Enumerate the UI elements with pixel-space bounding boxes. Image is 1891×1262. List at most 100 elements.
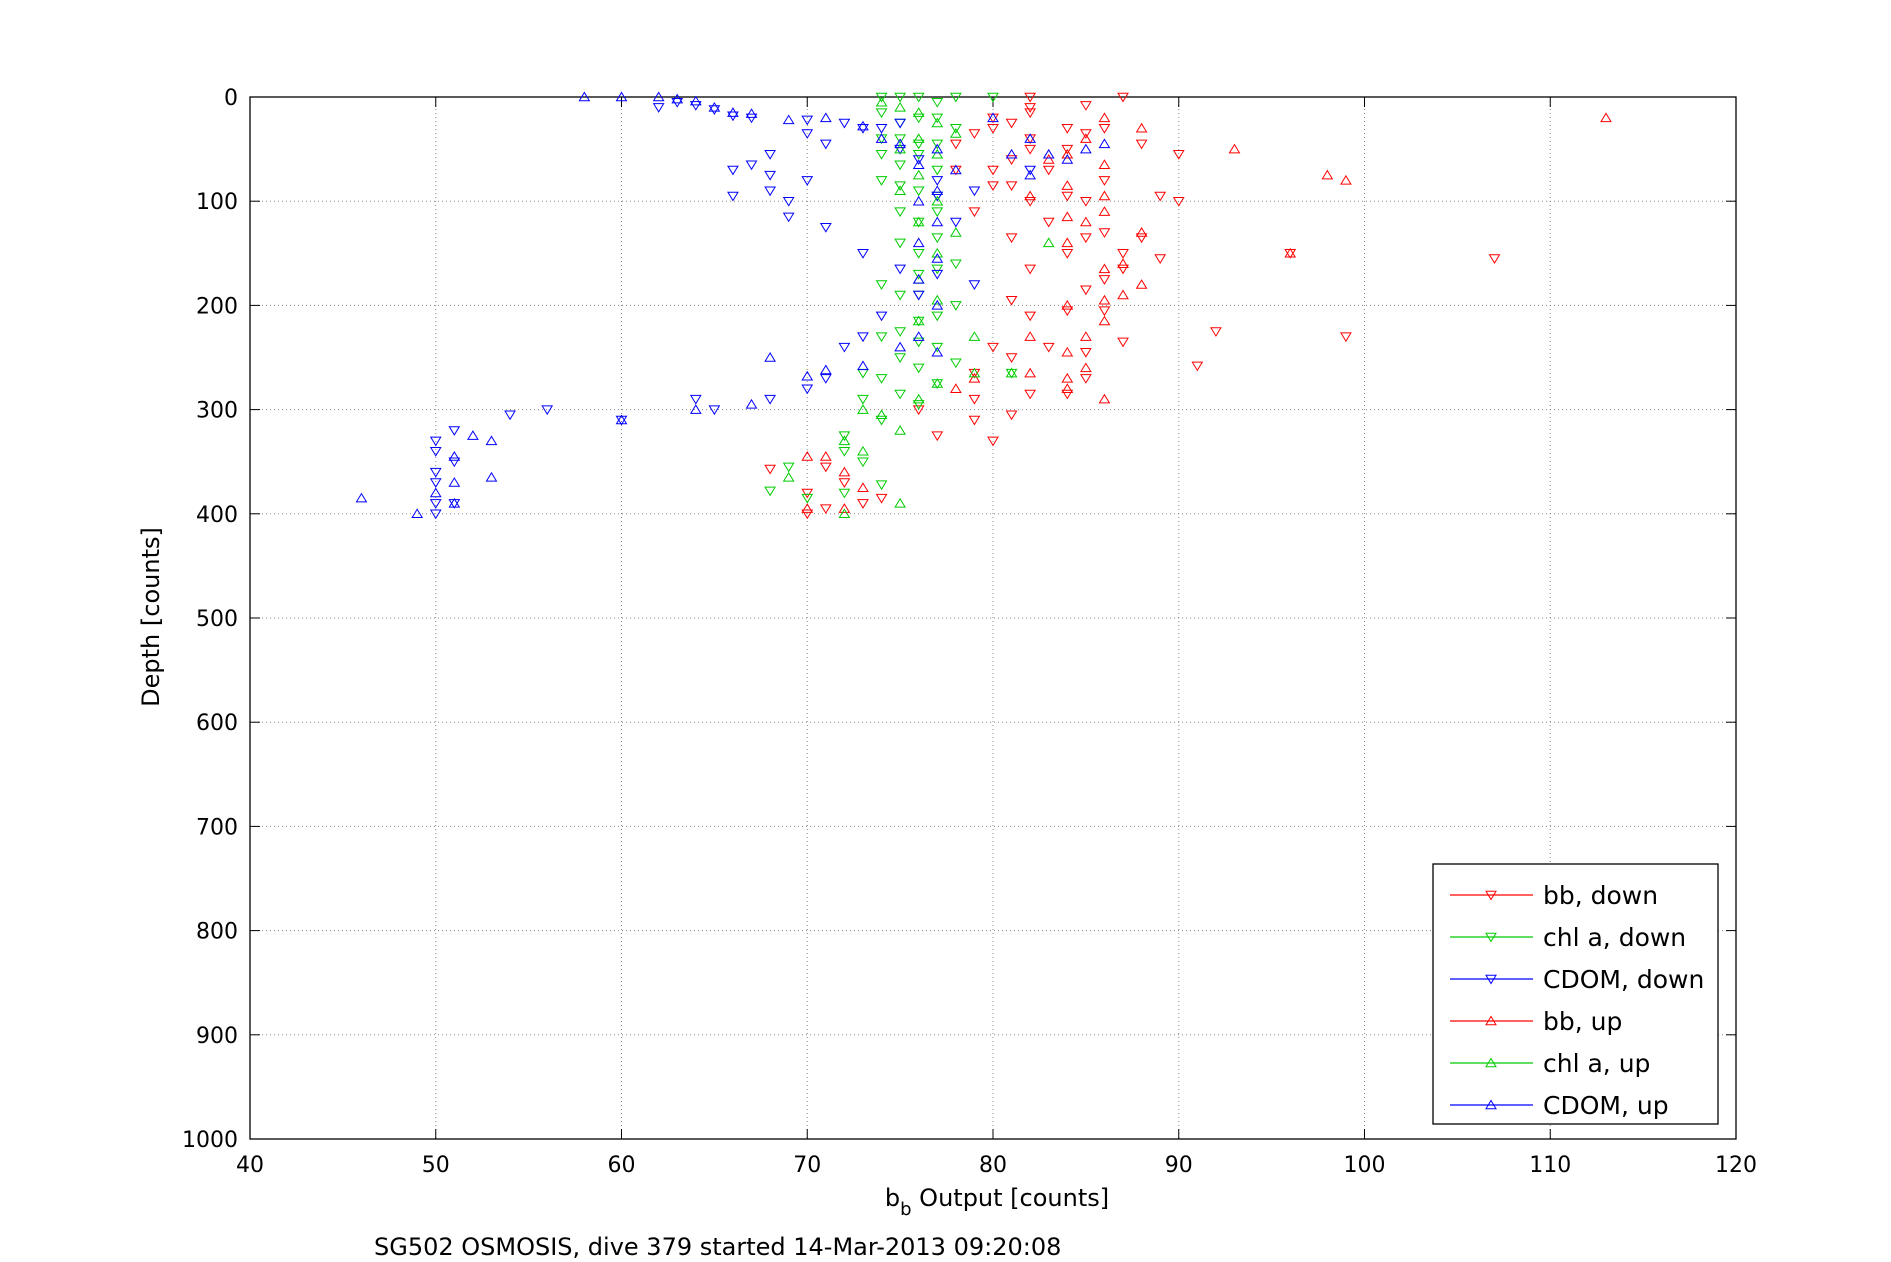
data-point <box>875 108 888 119</box>
data-point <box>689 101 702 111</box>
data-point <box>782 114 795 125</box>
data-point <box>448 451 461 461</box>
data-point <box>857 404 869 414</box>
data-point <box>1117 258 1129 268</box>
data-point <box>894 389 907 400</box>
data-point <box>801 129 814 139</box>
data-point <box>894 264 907 275</box>
data-point <box>819 223 832 233</box>
data-point <box>1061 383 1074 394</box>
data-point <box>801 370 814 381</box>
data-point <box>1024 190 1037 201</box>
data-point <box>782 212 795 223</box>
data-point <box>931 247 944 258</box>
data-point <box>987 436 999 447</box>
data-point <box>1210 327 1222 337</box>
data-point <box>1005 353 1018 363</box>
data-point <box>894 207 907 218</box>
data-point <box>931 269 944 280</box>
data-point <box>931 165 944 176</box>
data-point <box>801 509 814 520</box>
data-point <box>1042 217 1055 228</box>
y-tick-label: 200 <box>196 294 238 319</box>
y-tick-label: 600 <box>196 711 238 736</box>
data-point <box>819 364 832 375</box>
x-tick-label: 100 <box>1344 1153 1386 1178</box>
data-point <box>912 290 925 301</box>
data-point <box>1005 181 1018 192</box>
data-point <box>1061 299 1074 310</box>
data-point <box>875 280 888 291</box>
data-point <box>1061 154 1074 164</box>
data-point <box>819 374 832 384</box>
data-point <box>819 112 832 123</box>
data-point <box>1061 180 1074 190</box>
data-point <box>931 216 944 227</box>
data-point <box>1098 159 1111 169</box>
data-point <box>875 374 888 384</box>
data-point <box>727 107 739 117</box>
data-point <box>689 404 702 414</box>
data-point <box>429 467 442 478</box>
data-point <box>819 451 832 461</box>
data-point <box>671 93 684 104</box>
data-point <box>949 383 962 394</box>
data-point <box>1042 342 1055 353</box>
data-point <box>1061 389 1074 400</box>
data-point <box>968 129 981 139</box>
data-point <box>968 207 981 218</box>
data-point <box>1042 237 1055 248</box>
data-point <box>1042 148 1055 159</box>
data-point <box>894 327 907 337</box>
data-point <box>1024 389 1037 400</box>
data-point <box>949 92 962 103</box>
data-point <box>652 91 665 102</box>
data-point <box>912 150 925 160</box>
data-point <box>801 176 814 186</box>
data-point <box>764 170 776 181</box>
x-tick-label: 120 <box>1715 1153 1757 1178</box>
x-tick-label: 90 <box>1165 1153 1193 1178</box>
data-point <box>429 509 442 520</box>
data-point <box>429 487 442 498</box>
x-tick-label: 40 <box>236 1153 264 1178</box>
data-point <box>1600 112 1612 123</box>
data-point <box>1005 155 1018 165</box>
data-point <box>894 101 907 112</box>
data-point <box>949 124 962 134</box>
data-point <box>912 273 925 284</box>
data-point <box>857 360 869 371</box>
data-point <box>949 259 962 270</box>
data-point <box>838 466 851 477</box>
data-point <box>1098 263 1111 274</box>
data-point <box>745 160 758 171</box>
legend-marker <box>1485 1015 1497 1026</box>
data-point <box>857 445 869 456</box>
data-point <box>949 139 962 150</box>
data-point <box>708 405 721 416</box>
data-point <box>912 92 925 103</box>
data-point <box>801 493 814 504</box>
data-point <box>838 503 851 513</box>
data-point <box>912 107 925 117</box>
data-point <box>875 133 888 143</box>
data-point <box>429 478 442 489</box>
data-point <box>894 341 907 352</box>
data-point <box>875 480 888 491</box>
data-point <box>1154 191 1167 202</box>
data-point <box>1117 337 1129 348</box>
data-point <box>894 238 907 249</box>
data-point <box>448 497 461 508</box>
data-point <box>875 311 888 322</box>
y-axis-ticks: 0 100 200 300 400 500 600 700 800 900 1000 <box>182 86 1736 1153</box>
y-tick-label: 400 <box>196 503 238 528</box>
y-tick-label: 800 <box>196 920 238 945</box>
x-tick-label: 50 <box>422 1153 450 1178</box>
data-point <box>708 101 721 112</box>
data-point <box>857 332 869 343</box>
data-point <box>1079 129 1092 139</box>
data-point <box>1098 228 1111 238</box>
data-point <box>1079 362 1092 373</box>
data-point <box>931 195 944 206</box>
data-point <box>875 176 888 186</box>
